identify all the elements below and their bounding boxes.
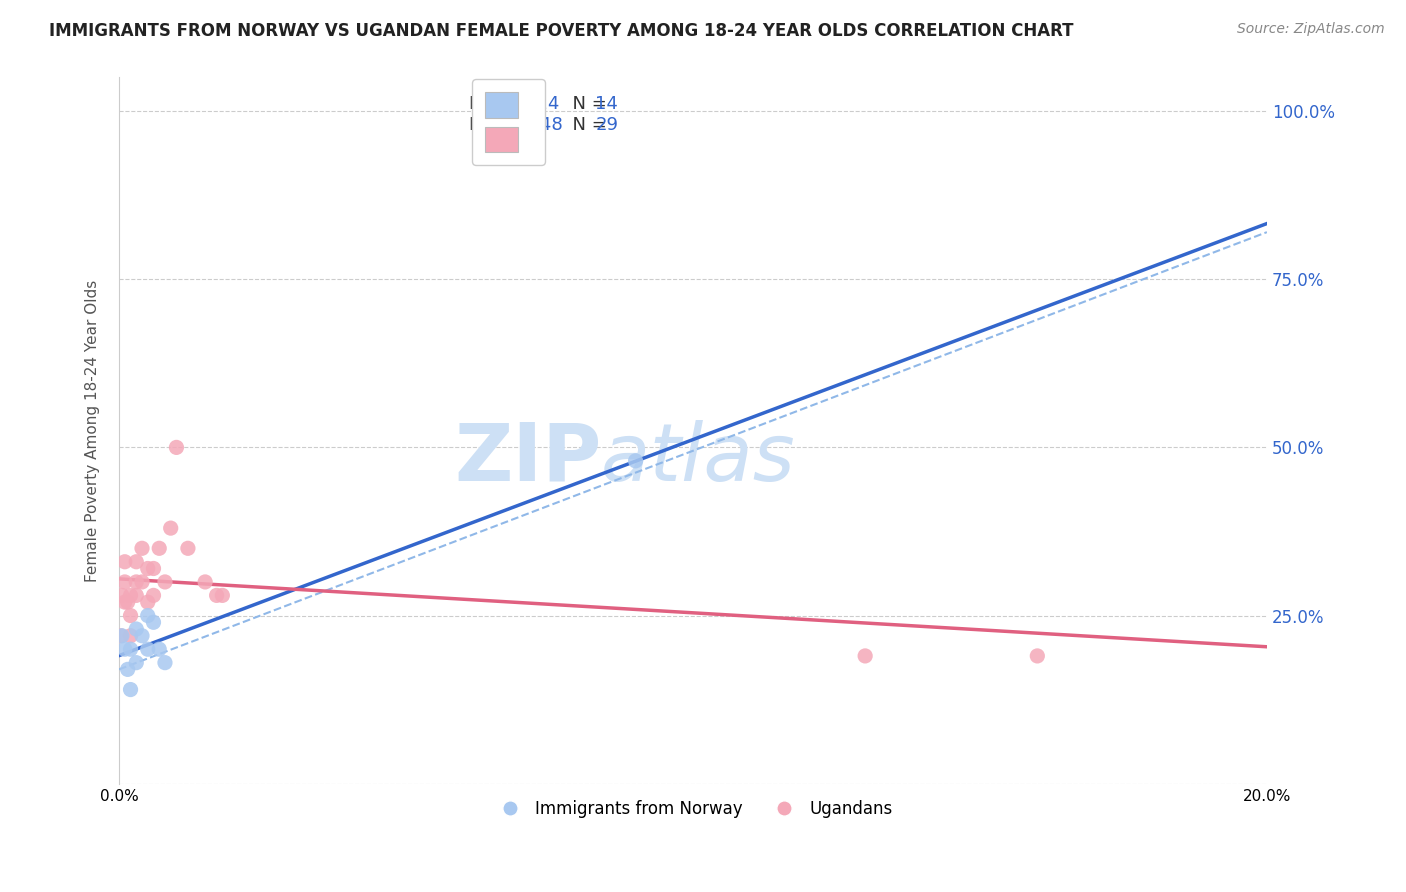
- Point: [153, 574, 176, 589]
- Point: [177, 541, 200, 556]
- Point: [136, 561, 159, 575]
- Text: atlas: atlas: [602, 420, 796, 498]
- Point: [136, 642, 159, 657]
- Text: R =: R =: [470, 95, 508, 113]
- Point: [142, 588, 165, 602]
- Text: R =: R =: [470, 116, 508, 134]
- Point: [142, 561, 165, 575]
- Text: N =: N =: [561, 116, 613, 134]
- Point: [114, 555, 136, 569]
- Point: [142, 615, 165, 630]
- Point: [125, 656, 148, 670]
- Point: [114, 642, 136, 657]
- Point: [114, 595, 136, 609]
- Point: [205, 588, 228, 602]
- Point: [211, 588, 233, 602]
- Point: [110, 629, 132, 643]
- Point: [194, 574, 217, 589]
- Point: [117, 595, 139, 609]
- Point: [624, 454, 647, 468]
- Point: [131, 629, 153, 643]
- Point: [111, 588, 134, 602]
- Text: Source: ZipAtlas.com: Source: ZipAtlas.com: [1237, 22, 1385, 37]
- Point: [111, 629, 134, 643]
- Point: [165, 441, 187, 455]
- Text: -0.148: -0.148: [505, 116, 562, 134]
- Point: [125, 574, 148, 589]
- Point: [125, 555, 148, 569]
- Text: ZIP: ZIP: [454, 420, 602, 498]
- Point: [114, 574, 136, 589]
- Text: 29: 29: [595, 116, 619, 134]
- Point: [853, 648, 876, 663]
- Point: [120, 588, 142, 602]
- Point: [120, 682, 142, 697]
- Text: 0.624: 0.624: [509, 95, 561, 113]
- Text: 14: 14: [595, 95, 619, 113]
- Point: [120, 642, 142, 657]
- Point: [131, 541, 153, 556]
- Point: [120, 629, 142, 643]
- Legend: Immigrants from Norway, Ugandans: Immigrants from Norway, Ugandans: [486, 794, 900, 825]
- Point: [125, 622, 148, 636]
- Text: IMMIGRANTS FROM NORWAY VS UGANDAN FEMALE POVERTY AMONG 18-24 YEAR OLDS CORRELATI: IMMIGRANTS FROM NORWAY VS UGANDAN FEMALE…: [49, 22, 1074, 40]
- Point: [136, 608, 159, 623]
- Point: [153, 656, 176, 670]
- Point: [1026, 648, 1049, 663]
- Point: [148, 642, 170, 657]
- Point: [125, 588, 148, 602]
- Point: [136, 595, 159, 609]
- Point: [148, 541, 170, 556]
- Point: [159, 521, 181, 535]
- Point: [117, 662, 139, 676]
- Point: [131, 574, 153, 589]
- Point: [120, 608, 142, 623]
- Text: N =: N =: [561, 95, 613, 113]
- Y-axis label: Female Poverty Among 18-24 Year Olds: Female Poverty Among 18-24 Year Olds: [86, 279, 100, 582]
